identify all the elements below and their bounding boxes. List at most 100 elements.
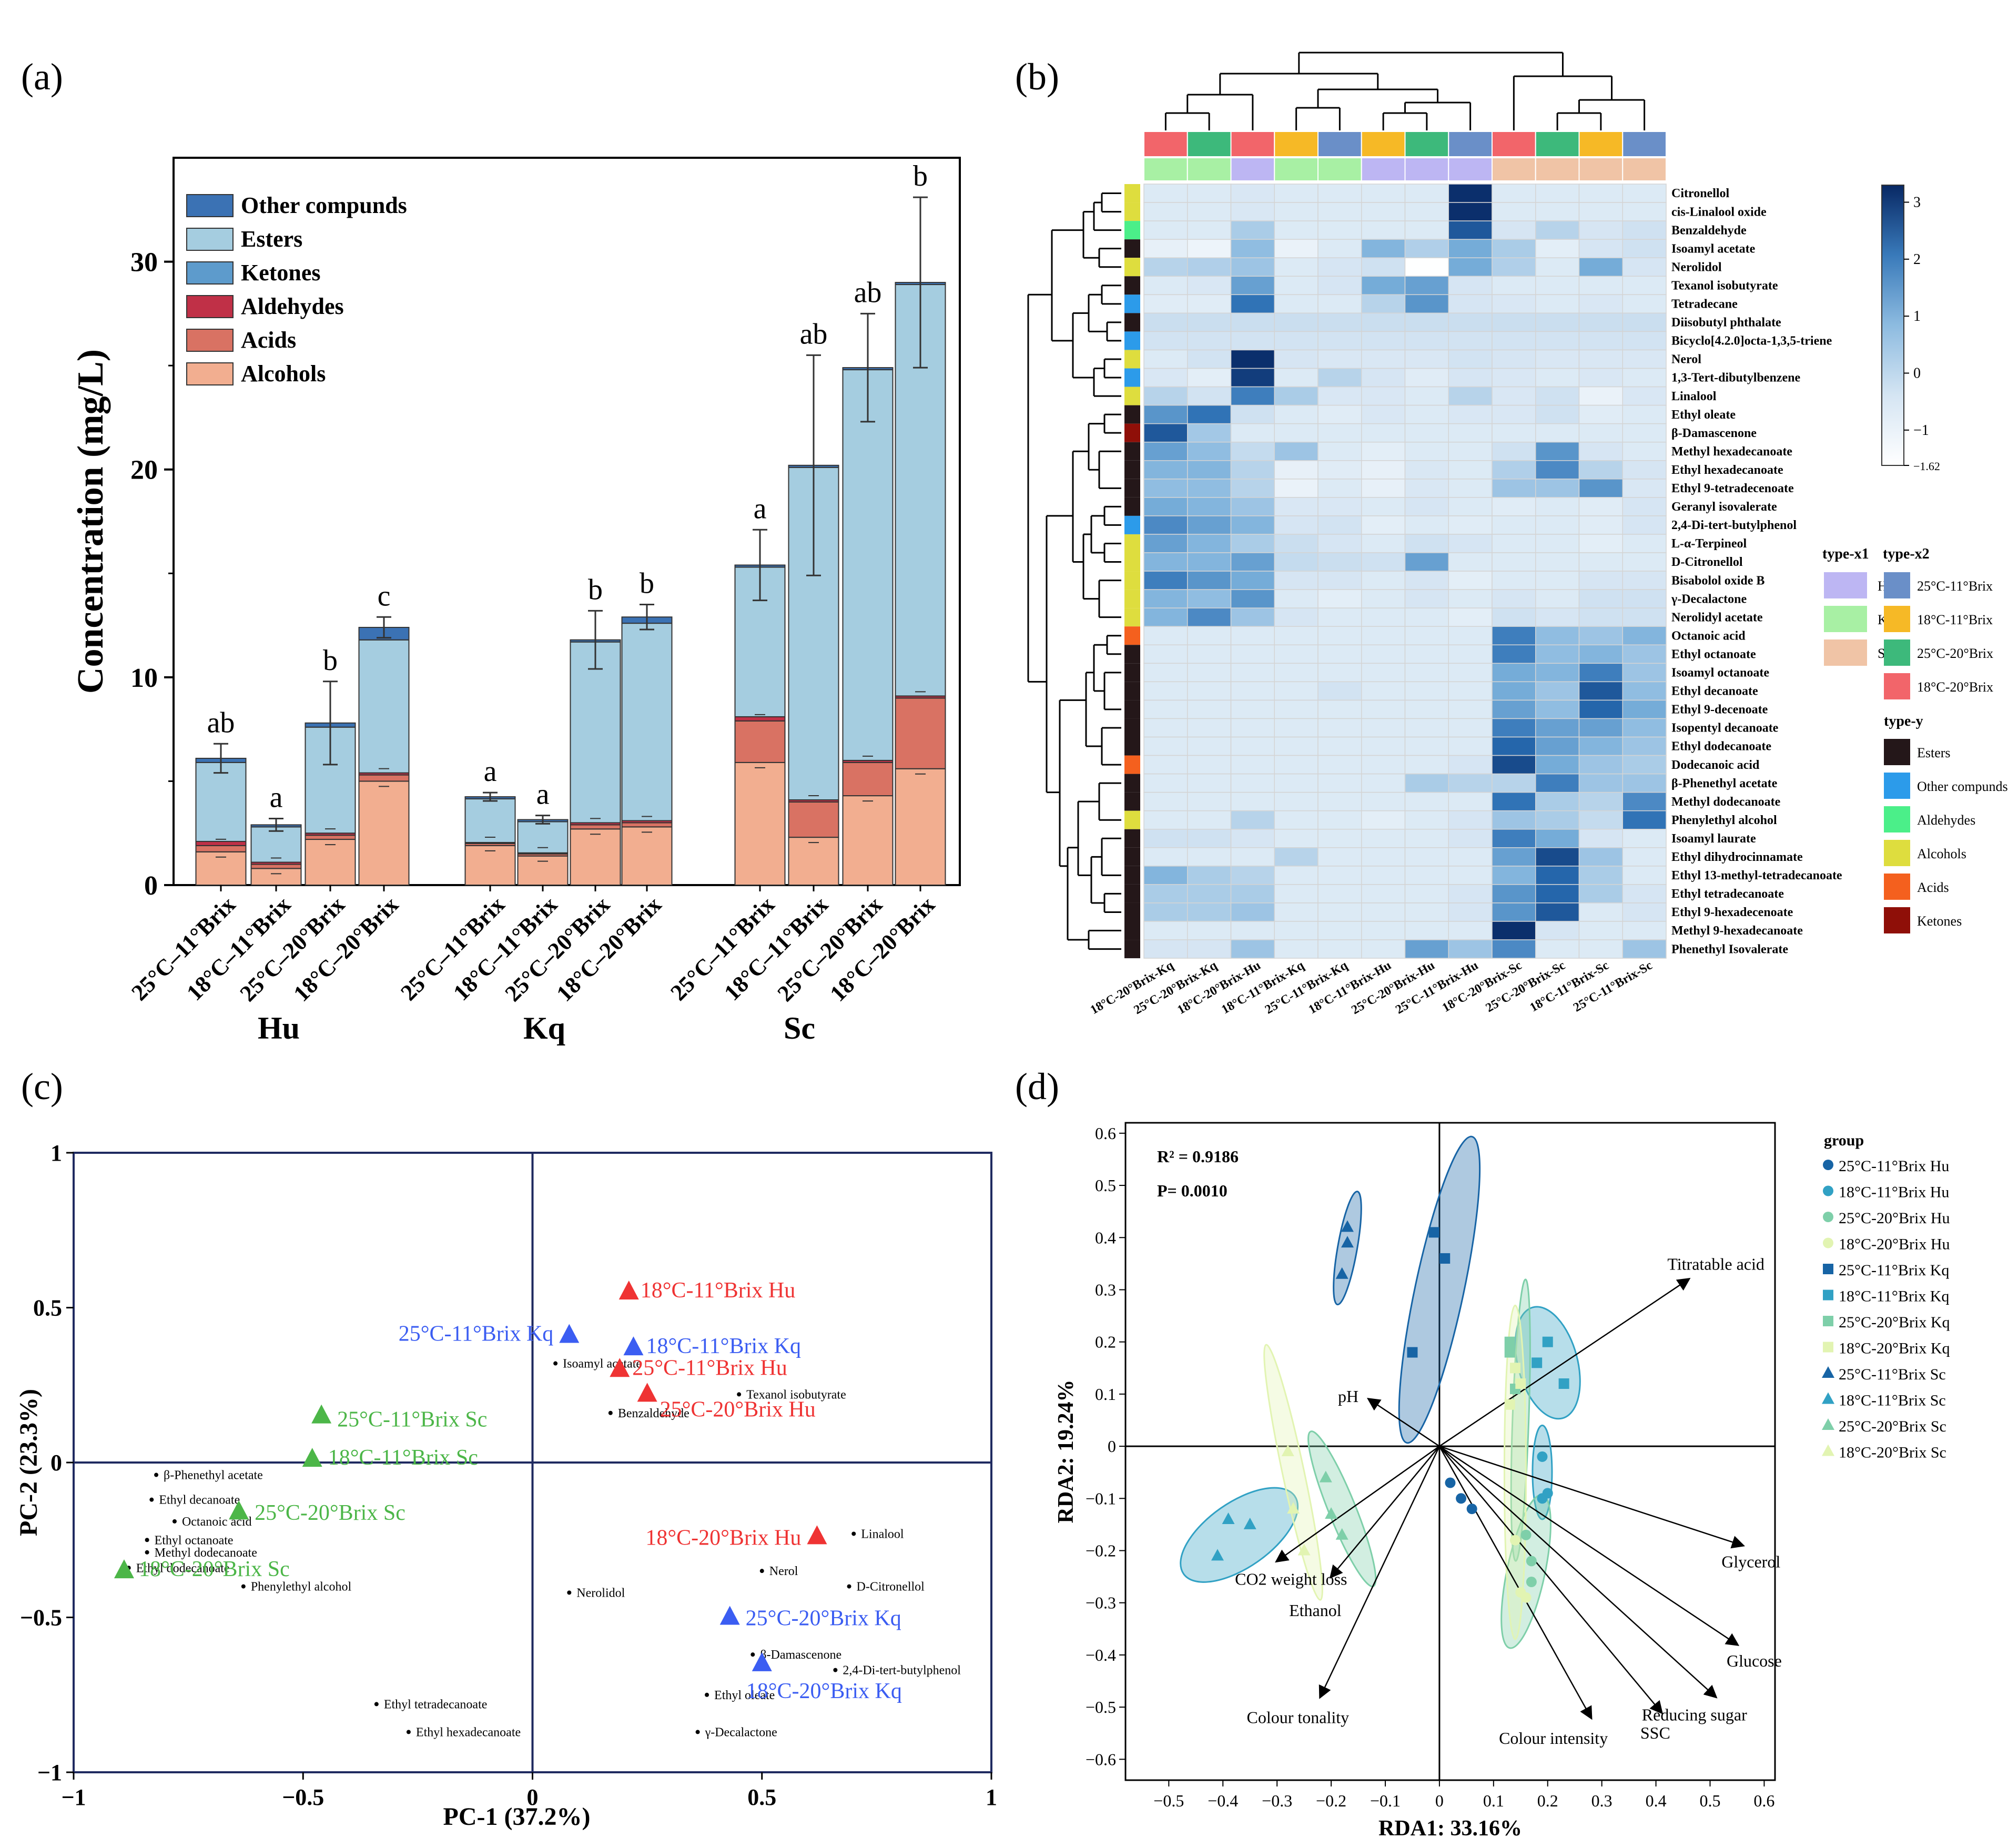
- heatmap-cell: [1404, 921, 1449, 940]
- heatmap-cell: [1535, 571, 1580, 590]
- heatmap-cell: [1361, 921, 1406, 940]
- loading-point: [759, 1569, 764, 1573]
- legend-y-label: Alcohols: [1917, 846, 1966, 861]
- sample-label: 18°C-20°Brix Sc: [139, 1557, 290, 1581]
- bar-segment: [358, 639, 410, 774]
- significance-letter: ab: [207, 706, 235, 739]
- heatmap-cell: [1578, 441, 1623, 461]
- group-ellipse: [1398, 1135, 1481, 1444]
- significance-letter: b: [640, 567, 654, 600]
- heatmap-cell: [1448, 921, 1493, 940]
- heatmap-cell: [1187, 479, 1232, 498]
- heatmap-cell: [1448, 736, 1493, 756]
- loading-label: Nerolidol: [576, 1586, 625, 1600]
- rda-point: [1537, 1451, 1548, 1462]
- heatmap-cell: [1143, 497, 1188, 516]
- sample-label: 25°C-11°Brix Hu: [632, 1356, 787, 1380]
- sample-label: 25°C-20°Brix Sc: [255, 1501, 405, 1525]
- significance-letter: a: [270, 781, 283, 814]
- y-axis-label: PC-2 (23.3%): [15, 1389, 43, 1536]
- bar-segment: [517, 855, 569, 886]
- legend-label: 25°C-20°Brix Kq: [1839, 1314, 1950, 1331]
- row-type-swatch: [1124, 497, 1140, 516]
- heatmap-cell: [1448, 847, 1493, 867]
- loading-point: [851, 1531, 856, 1536]
- rda-point: [1281, 1445, 1294, 1456]
- y-tick-label: 0: [144, 871, 158, 901]
- heatmap-cell: [1187, 626, 1232, 645]
- legend-y-swatch: [1884, 907, 1910, 933]
- heatmap-cell: [1317, 331, 1362, 351]
- sample-label: 25°C-11°Brix Kq: [399, 1322, 554, 1346]
- heatmap-cell: [1187, 866, 1232, 885]
- legend-marker: [1822, 1366, 1834, 1378]
- heatmap-cell: [1143, 571, 1188, 590]
- sample-label: 18°C-11°Brix Sc: [328, 1446, 478, 1470]
- col-type-x2-swatch: [1274, 131, 1319, 157]
- heatmap-cell: [1143, 866, 1188, 885]
- x-tick-label: −0.3: [1262, 1791, 1292, 1810]
- row-type-swatch: [1124, 718, 1140, 737]
- bar-segment: [842, 369, 894, 761]
- sample-label: 25°C-20°Brix Hu: [660, 1397, 816, 1421]
- heatmap-cell: [1535, 441, 1580, 461]
- heatmap-cell: [1317, 515, 1362, 535]
- significance-letter: a: [754, 492, 767, 525]
- row-type-swatch: [1124, 534, 1140, 553]
- rda-point: [1335, 1267, 1348, 1279]
- heatmap-cell: [1622, 921, 1667, 940]
- bar-segment: [250, 826, 302, 863]
- heatmap-cell: [1143, 515, 1188, 535]
- heatmap-cell: [1230, 423, 1275, 443]
- rda-point: [1243, 1517, 1256, 1529]
- heatmap-cell: [1492, 257, 1536, 277]
- heatmap-cell: [1622, 534, 1667, 553]
- legend-marker: [1823, 1342, 1833, 1353]
- rda-point: [1520, 1592, 1532, 1603]
- heatmap-cell: [1187, 331, 1232, 351]
- heatmap-cell: [1317, 681, 1362, 701]
- heatmap-cell: [1578, 810, 1623, 830]
- arrow-label: Glycerol: [1721, 1552, 1780, 1571]
- x-tick-label: 0: [1435, 1791, 1444, 1810]
- sample-label: 18°C-11°Brix Kq: [646, 1334, 801, 1358]
- heatmap-cell: [1274, 312, 1319, 332]
- legend-marker: [1823, 1212, 1833, 1222]
- heatmap-cell: [1492, 921, 1536, 940]
- row-label: Ethyl decanoate: [1671, 685, 1758, 698]
- heatmap-cell: [1404, 441, 1449, 461]
- heatmap-cell: [1274, 810, 1319, 830]
- row-label: Bicyclo[4.2.0]octa-1,3,5-triene: [1671, 334, 1832, 348]
- legend-marker: [1823, 1160, 1833, 1170]
- heatmap-cell: [1143, 294, 1188, 314]
- heatmap-cell: [1448, 220, 1493, 240]
- scale-tick-label: 1: [1913, 308, 1921, 324]
- y-tick-label: −0.2: [1086, 1541, 1116, 1560]
- y-tick-label: −0.5: [20, 1605, 62, 1631]
- heatmap-cell: [1404, 607, 1449, 627]
- heatmap-cell: [1404, 386, 1449, 406]
- heatmap-cell: [1448, 202, 1493, 221]
- heatmap-cell: [1492, 866, 1536, 885]
- heatmap-cell: [1404, 479, 1449, 498]
- rda-point: [1325, 1507, 1338, 1519]
- heatmap-cell: [1274, 331, 1319, 351]
- rda-point: [1456, 1493, 1467, 1504]
- rda-point: [1439, 1253, 1451, 1264]
- heatmap-cell: [1404, 497, 1449, 516]
- heatmap-cell: [1143, 791, 1188, 811]
- heatmap-cell: [1492, 626, 1536, 645]
- row-type-swatch: [1124, 460, 1140, 479]
- legend-label: 18°C-11°Brix Hu: [1839, 1184, 1949, 1201]
- row-label: Octanoic acid: [1671, 629, 1746, 643]
- heatmap-cell: [1448, 552, 1493, 572]
- rda-biplot-d: −0.5 −0.4 −0.3 −0.2 −0.1 0 0.1 0.2 0.3 0.4 0.5 0.6 0…: [1054, 1122, 1950, 1841]
- heatmap-cell: [1535, 921, 1580, 940]
- heatmap-cell: [1492, 607, 1536, 627]
- significance-letter: ab: [800, 318, 828, 350]
- heatmap-cell: [1622, 571, 1667, 590]
- heatmap-cell: [1230, 294, 1275, 314]
- heatmap-cell: [1187, 607, 1232, 627]
- heatmap-cell: [1143, 829, 1188, 848]
- loading-label: Nerol: [769, 1565, 798, 1578]
